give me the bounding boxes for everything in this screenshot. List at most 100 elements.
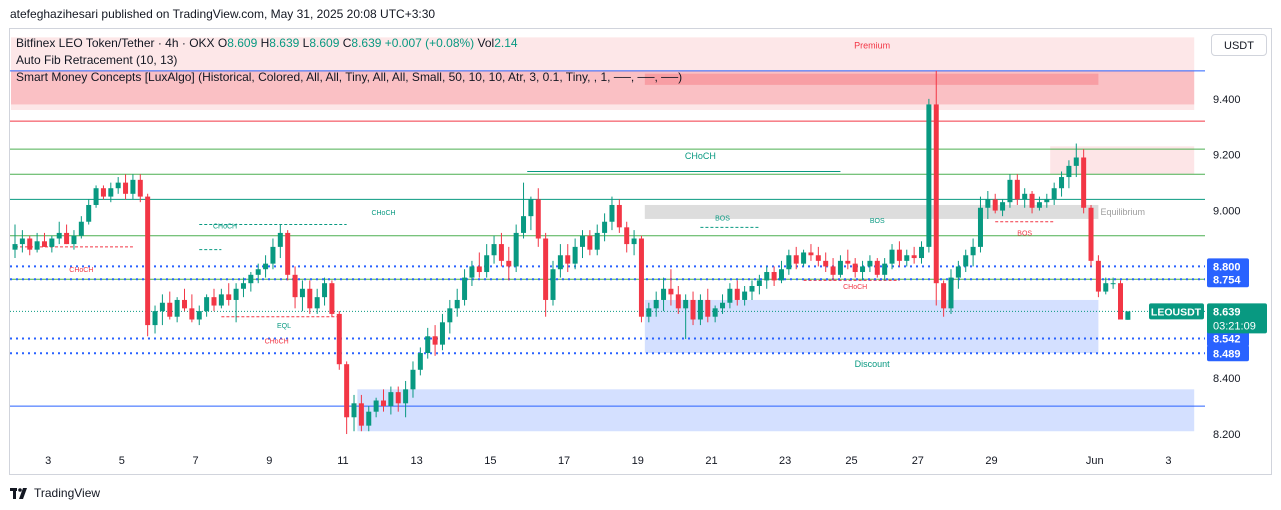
candle-body[interactable]	[285, 232, 291, 275]
candle-body[interactable]	[417, 353, 423, 370]
candle-body[interactable]	[358, 403, 364, 426]
candle-body[interactable]	[189, 308, 195, 320]
candle-body[interactable]	[977, 207, 983, 247]
candle-body[interactable]	[764, 272, 770, 281]
candle-body[interactable]	[270, 246, 276, 264]
candle-body[interactable]	[1029, 193, 1035, 208]
candle-body[interactable]	[550, 269, 556, 300]
candle-body[interactable]	[86, 204, 92, 222]
candle-body[interactable]	[535, 199, 541, 239]
candle-body[interactable]	[653, 299, 659, 309]
currency-button[interactable]: USDT	[1211, 34, 1267, 56]
candle-body[interactable]	[793, 255, 799, 264]
candle-body[interactable]	[963, 255, 969, 267]
candle-body[interactable]	[108, 188, 114, 197]
candle-body[interactable]	[174, 299, 180, 317]
candle-body[interactable]	[543, 238, 549, 300]
candle-body[interactable]	[277, 232, 283, 247]
candle-body[interactable]	[1103, 283, 1109, 292]
candle-body[interactable]	[815, 255, 821, 261]
candle-body[interactable]	[896, 249, 902, 261]
candle-body[interactable]	[587, 235, 593, 250]
candle-body[interactable]	[926, 104, 932, 247]
candle-body[interactable]	[233, 288, 239, 300]
candle-body[interactable]	[34, 241, 40, 250]
candle-body[interactable]	[373, 400, 379, 412]
candle-body[interactable]	[845, 260, 851, 264]
candle-body[interactable]	[675, 294, 681, 309]
candle-body[interactable]	[712, 308, 718, 317]
candle-body[interactable]	[985, 199, 991, 208]
candle-body[interactable]	[27, 238, 33, 250]
candle-body[interactable]	[668, 288, 674, 295]
candle-body[interactable]	[579, 235, 585, 247]
candle-body[interactable]	[970, 246, 976, 256]
candle-body[interactable]	[1000, 202, 1006, 211]
candle-body[interactable]	[742, 291, 748, 300]
candle-body[interactable]	[329, 283, 335, 314]
candle-body[interactable]	[756, 280, 762, 286]
candle-body[interactable]	[513, 232, 519, 267]
candle-body[interactable]	[904, 255, 910, 261]
candle-body[interactable]	[1014, 179, 1020, 200]
candle-body[interactable]	[609, 204, 615, 222]
candle-body[interactable]	[631, 238, 637, 245]
price-badge[interactable]	[1207, 258, 1249, 275]
candle-body[interactable]	[226, 294, 232, 300]
candle-body[interactable]	[152, 311, 158, 326]
candle-body[interactable]	[1073, 157, 1079, 166]
candle-body[interactable]	[992, 199, 998, 211]
candle-body[interactable]	[778, 269, 784, 281]
candle-body[interactable]	[528, 199, 534, 217]
candle-body[interactable]	[727, 288, 733, 303]
candle-body[interactable]	[137, 179, 143, 197]
candle-body[interactable]	[314, 297, 320, 309]
candle-body[interactable]	[159, 302, 165, 312]
price-badge[interactable]	[1207, 330, 1249, 347]
candle-body[interactable]	[255, 269, 261, 275]
candle-body[interactable]	[439, 322, 445, 345]
candle-body[interactable]	[624, 227, 630, 245]
candle-body[interactable]	[388, 392, 394, 407]
candle-body[interactable]	[123, 182, 129, 194]
candle-body[interactable]	[941, 283, 947, 309]
candle-body[interactable]	[1044, 199, 1050, 203]
candle-body[interactable]	[381, 400, 386, 407]
candle-body[interactable]	[638, 238, 644, 317]
candle-body[interactable]	[830, 266, 836, 275]
candle-body[interactable]	[1059, 177, 1065, 189]
candle-body[interactable]	[616, 204, 622, 228]
candle-body[interactable]	[432, 336, 438, 345]
candle-body[interactable]	[410, 369, 416, 390]
candle-body[interactable]	[182, 299, 188, 309]
candle-body[interactable]	[948, 277, 954, 309]
candle-body[interactable]	[786, 255, 792, 270]
candle-body[interactable]	[933, 104, 939, 284]
candle-body[interactable]	[322, 283, 328, 298]
candle-body[interactable]	[145, 196, 151, 326]
candle-body[interactable]	[852, 263, 858, 273]
candle-body[interactable]	[248, 274, 254, 284]
candle-body[interactable]	[1088, 207, 1094, 261]
candle-body[interactable]	[366, 411, 372, 426]
candle-body[interactable]	[837, 260, 843, 275]
candle-body[interactable]	[506, 260, 512, 267]
candle-body[interactable]	[41, 241, 47, 247]
tradingview-brand[interactable]: TradingView	[10, 486, 100, 500]
candle-body[interactable]	[130, 179, 136, 194]
candle-body[interactable]	[1022, 193, 1028, 200]
candle-body[interactable]	[690, 299, 696, 320]
candle-body[interactable]	[720, 302, 726, 309]
candle-body[interactable]	[167, 302, 173, 317]
indicator-fib[interactable]: Auto Fib Retracement (10, 13)	[16, 53, 178, 67]
candle-body[interactable]	[56, 232, 62, 239]
candle-body[interactable]	[71, 235, 77, 245]
candle-body[interactable]	[498, 244, 504, 261]
candle-body[interactable]	[447, 308, 453, 323]
candle-body[interactable]	[263, 263, 269, 270]
candle-body[interactable]	[594, 232, 600, 250]
candle-body[interactable]	[911, 255, 917, 259]
candle-body[interactable]	[1081, 157, 1087, 208]
candle-body[interactable]	[336, 313, 342, 365]
candle-body[interactable]	[462, 277, 468, 300]
